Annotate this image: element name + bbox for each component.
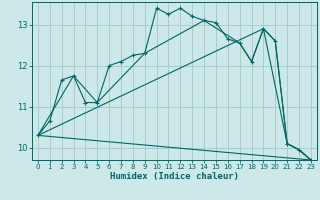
X-axis label: Humidex (Indice chaleur): Humidex (Indice chaleur) [110,172,239,181]
